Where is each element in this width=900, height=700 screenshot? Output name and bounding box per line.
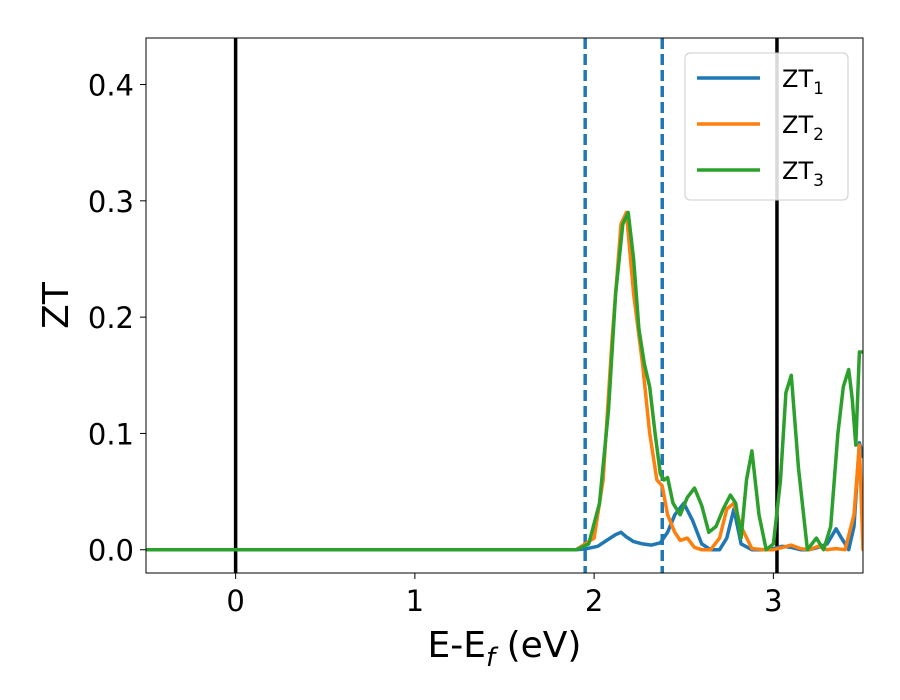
series-line-zt2 (146, 210, 863, 552)
x-axis-title: E-Ef (eV) (428, 625, 582, 673)
x-tick-label: 1 (406, 584, 424, 618)
legend-label-zt3: ZT3 (782, 157, 824, 191)
y-axis-title: ZT (36, 281, 77, 329)
y-tick-label: 0.3 (88, 185, 134, 219)
legend: ZT1 ZT2 ZT3 (684, 52, 849, 201)
legend-box (684, 52, 849, 201)
series-lines (146, 210, 863, 552)
y-tick-label: 0.1 (88, 417, 134, 451)
y-tick-label: 0.2 (88, 301, 134, 335)
x-tick-label: 0 (226, 584, 244, 618)
y-tick-label: 0.4 (88, 69, 134, 103)
y-axis-ticks: 0.0 0.1 0.2 0.3 0.4 (88, 69, 146, 568)
legend-label-zt1: ZT1 (782, 65, 824, 99)
y-tick-label: 0.0 (88, 534, 134, 568)
x-axis-ticks: 0 1 2 3 (226, 573, 783, 618)
plot-frame (145, 37, 864, 574)
x-tick-label: 3 (764, 584, 782, 618)
series-line-zt3 (146, 210, 863, 552)
x-tick-label: 2 (585, 584, 603, 618)
legend-label-zt2: ZT2 (782, 111, 824, 145)
